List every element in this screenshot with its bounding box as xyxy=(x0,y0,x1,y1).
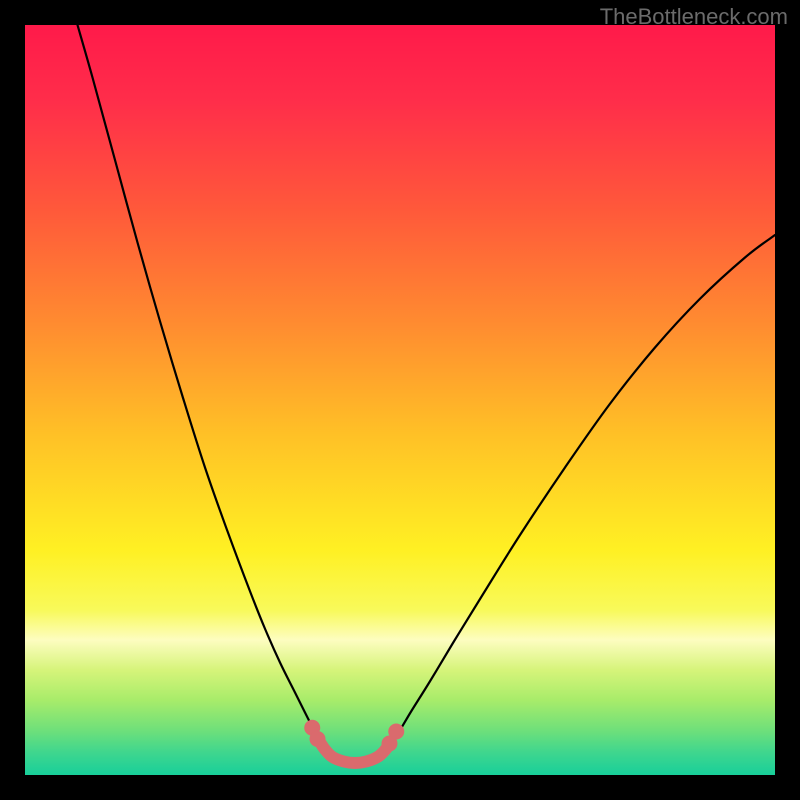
plot-gradient-background xyxy=(25,25,775,775)
trough-dot xyxy=(388,724,404,740)
bottleneck-chart xyxy=(0,0,800,800)
watermark-text: TheBottleneck.com xyxy=(600,4,788,30)
trough-dot xyxy=(310,731,326,747)
